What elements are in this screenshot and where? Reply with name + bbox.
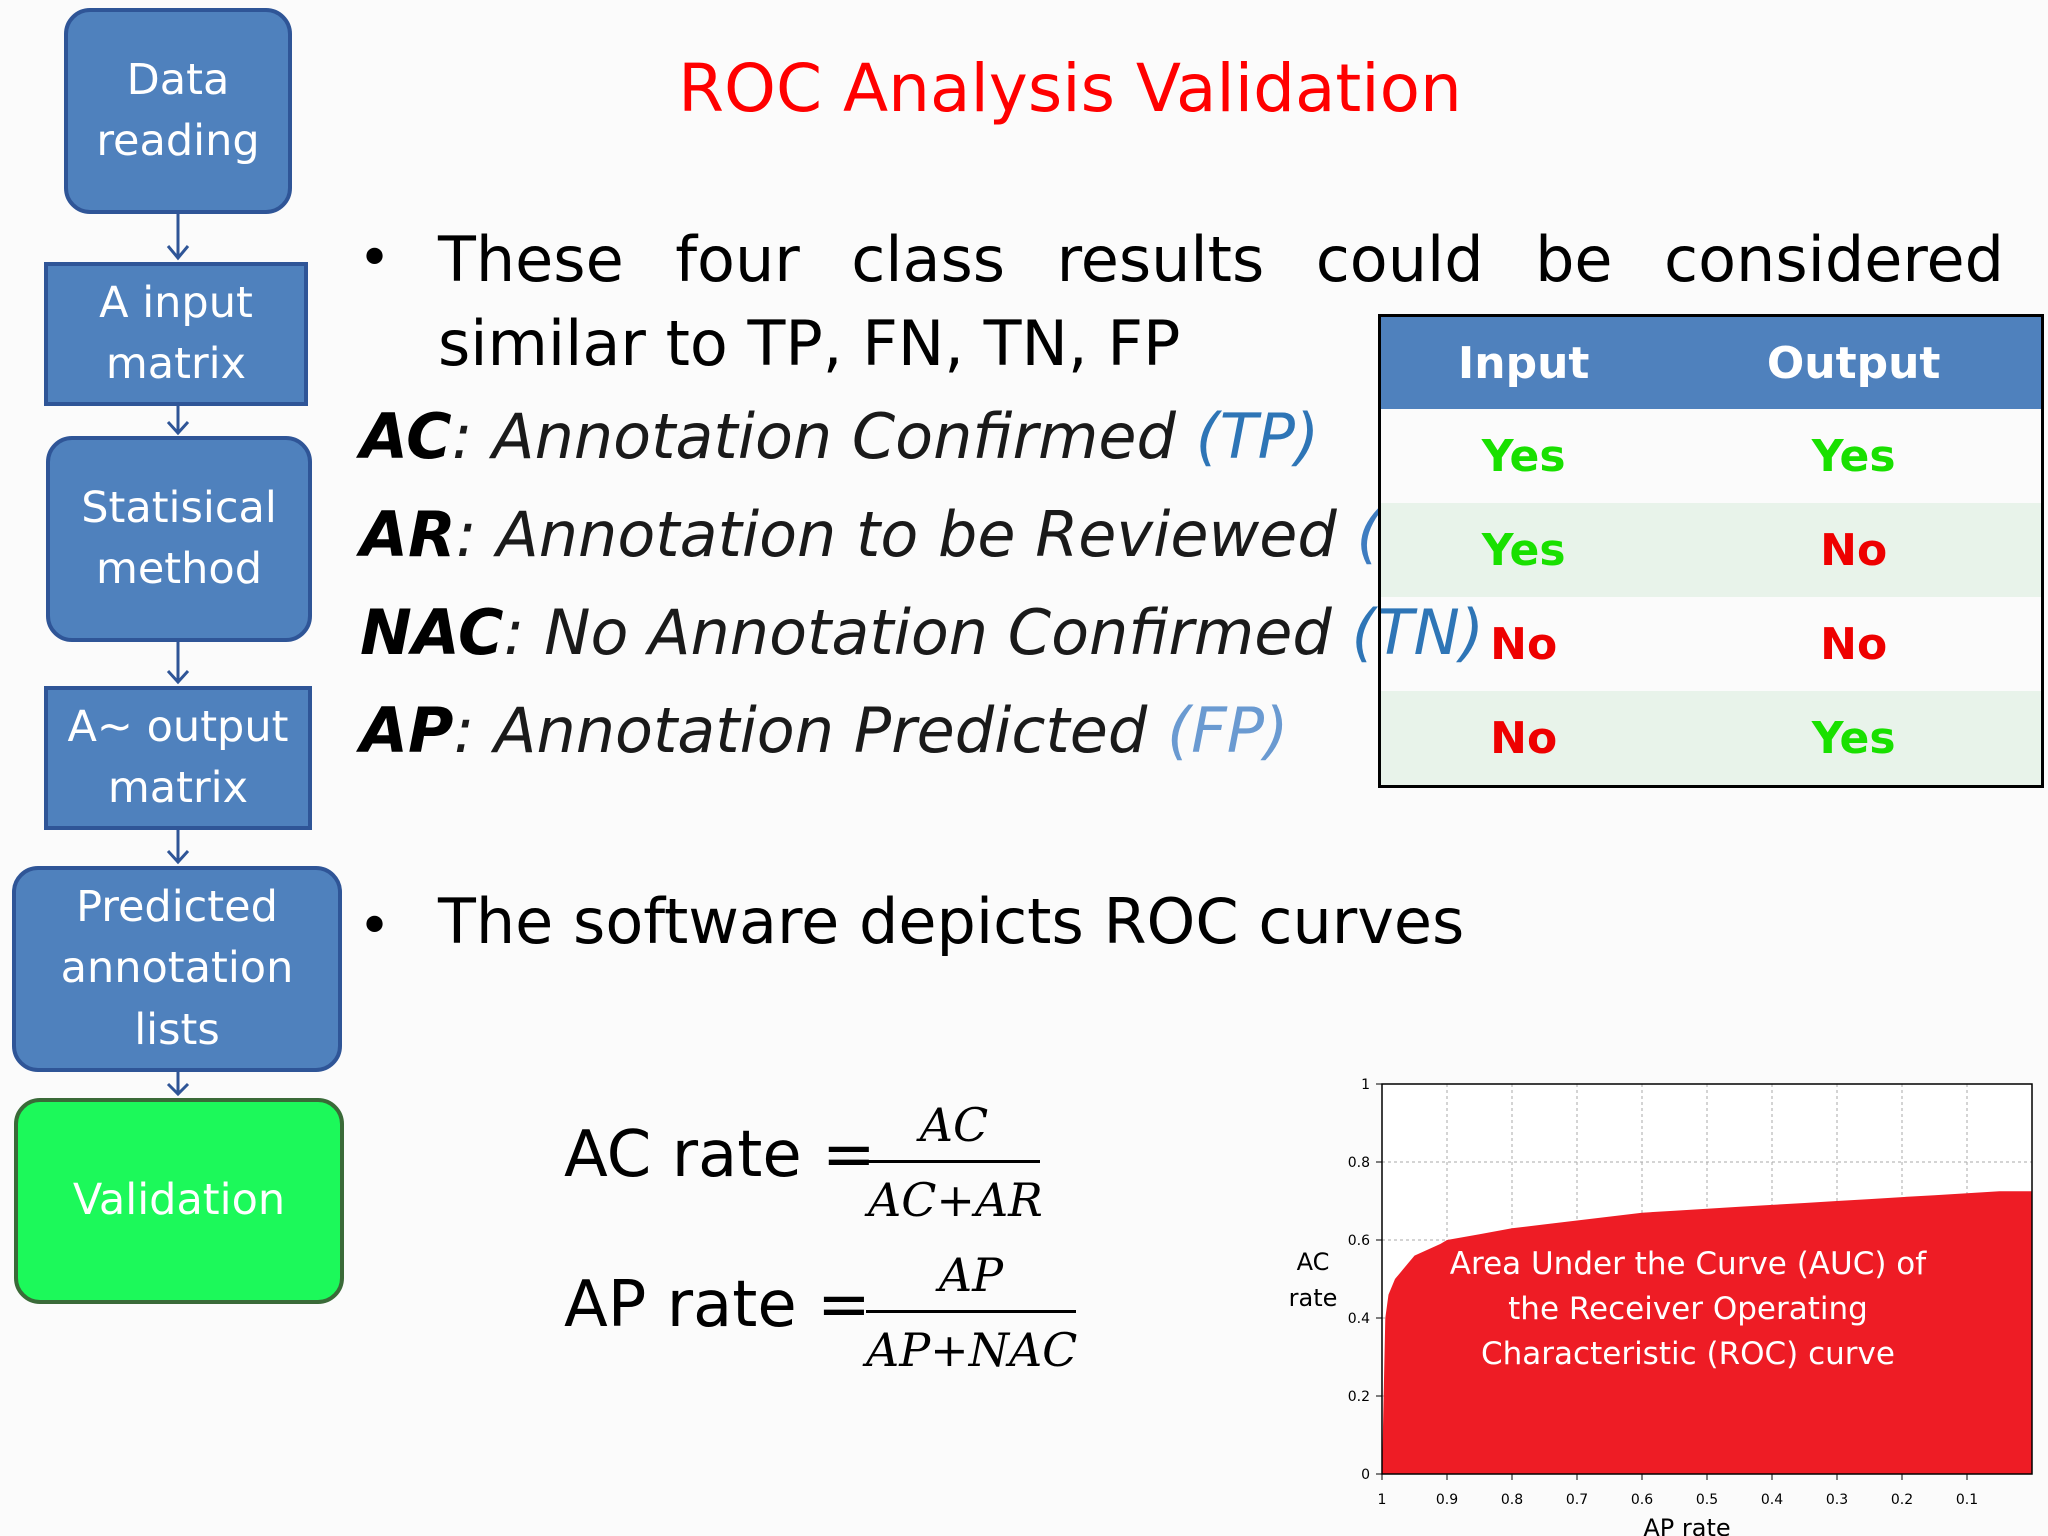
bullet-mark: • bbox=[358, 226, 392, 291]
x-tick-label: 0.2 bbox=[1891, 1492, 1913, 1508]
definition-text: : Annotation Confirmed bbox=[451, 400, 1196, 473]
definition-abbr: NAC bbox=[360, 596, 504, 669]
y-tick-label: 0.8 bbox=[1348, 1155, 1370, 1171]
definition-abbr: AR bbox=[360, 498, 456, 571]
x-tick-label: 0.3 bbox=[1826, 1492, 1848, 1508]
x-tick-label: 0.1 bbox=[1956, 1492, 1978, 1508]
flow-step-validation: Validation bbox=[14, 1098, 344, 1304]
chart-ylabel: AC rate bbox=[1288, 1248, 1338, 1312]
flow-step-statistical-method: Statisical method bbox=[46, 436, 312, 642]
y-tick-label: 0.2 bbox=[1348, 1389, 1370, 1405]
bullet-text-roc: The software depicts ROC curves bbox=[438, 885, 1465, 958]
table-row: Yes Yes bbox=[1380, 409, 2043, 503]
flow-arrow bbox=[166, 830, 190, 865]
table-row: Yes No bbox=[1379, 503, 2043, 597]
flow-step-data-reading: Data reading bbox=[64, 8, 292, 214]
table-cell: Yes bbox=[1666, 691, 2043, 787]
x-tick-label: 0.9 bbox=[1436, 1492, 1458, 1508]
bullet-mark: • bbox=[358, 894, 392, 959]
formula-numerator: AP bbox=[866, 1248, 1076, 1313]
formula-ap-rate-fraction: AP AP+NAC bbox=[866, 1248, 1078, 1377]
table-cell: No bbox=[1379, 691, 1667, 787]
table-cell: Yes bbox=[1811, 430, 1896, 482]
table-header-row: Input Output bbox=[1379, 315, 2043, 409]
formula-denominator: AP+NAC bbox=[866, 1323, 1078, 1377]
flow-arrow bbox=[166, 406, 190, 436]
table-cell: No bbox=[1490, 618, 1558, 670]
formula-numerator: AC bbox=[868, 1098, 1040, 1163]
y-tick-label: 0.6 bbox=[1348, 1233, 1370, 1249]
flow-arrow bbox=[166, 1072, 190, 1097]
input-output-table: Input Output Yes Yes Yes No No No No Yes bbox=[1378, 314, 2044, 788]
formula-label: AC rate bbox=[564, 1118, 802, 1192]
roc-chart: 1 0.9 0.8 0.7 0.6 0.5 0.4 0.3 0.2 0.1 0 0.2 0.4 0.6 0.… bbox=[1348, 1077, 2033, 1536]
flow-step-predicted-annotation-lists: Predicted annotation lists bbox=[12, 866, 342, 1072]
formula-equals: = bbox=[817, 1268, 871, 1342]
definition-text: : No Annotation Confirmed bbox=[503, 596, 1352, 669]
definition-tag: (FP) bbox=[1166, 694, 1289, 767]
flow-step-label: A~ output matrix bbox=[67, 701, 289, 813]
y-tick-label: 0.4 bbox=[1348, 1311, 1370, 1327]
flow-step-input-matrix: A input matrix bbox=[44, 262, 308, 406]
formula-denominator: AC+AR bbox=[868, 1173, 1043, 1227]
auc-annotation-text: Area Under the Curve (AUC) of the Receiv… bbox=[1449, 1246, 1927, 1372]
definition-ap: AP: Annotation Predicted (FP) bbox=[360, 694, 1288, 767]
definition-ac: AC: Annotation Confirmed (TP) bbox=[360, 400, 1319, 473]
x-tick-label: 0.7 bbox=[1566, 1492, 1588, 1508]
definition-text: : Annotation Predicted bbox=[453, 694, 1167, 767]
y-tick-label: 0 bbox=[1361, 1467, 1370, 1483]
table-cell: Yes bbox=[1481, 430, 1566, 482]
slide-title: ROC Analysis Validation bbox=[678, 50, 1462, 127]
auc-annotation: Area Under the Curve (AUC) of the Receiv… bbox=[1448, 1242, 1928, 1377]
flow-step-output-matrix: A~ output matrix bbox=[44, 686, 312, 830]
bullet-text-class-results: These four class results could be consid… bbox=[438, 223, 2004, 380]
flow-step-label: Predicted annotation lists bbox=[60, 882, 294, 1055]
auc-area bbox=[1382, 1191, 2032, 1474]
definition-tag: (TN) bbox=[1351, 596, 1485, 669]
x-tick-label: 0.4 bbox=[1761, 1492, 1783, 1508]
definition-nac: NAC: No Annotation Confirmed (TN) bbox=[360, 596, 1484, 669]
x-tick-label: 1 bbox=[1378, 1492, 1387, 1508]
flow-step-label: Data reading bbox=[96, 54, 260, 166]
definition-abbr: AP bbox=[360, 694, 454, 767]
flow-step-label: A input matrix bbox=[99, 277, 253, 389]
table-header-output: Output bbox=[1666, 315, 2043, 409]
y-tick-label: 1 bbox=[1361, 1077, 1370, 1093]
chart-xlabel: AP rate bbox=[1643, 1514, 1730, 1536]
table-cell: Yes bbox=[1379, 503, 1667, 597]
formula-ac-rate-lhs: AC rate = bbox=[564, 1118, 876, 1192]
table-header-input: Input bbox=[1379, 315, 1667, 409]
formula-ac-rate-fraction: AC AC+AR bbox=[868, 1098, 1043, 1227]
x-tick-label: 0.8 bbox=[1501, 1492, 1523, 1508]
definition-tag: (TP) bbox=[1195, 400, 1320, 473]
definition-abbr: AC bbox=[360, 400, 452, 473]
definition-ar: AR: Annotation to be Reviewed (FN) bbox=[360, 498, 1487, 571]
formula-ap-rate-lhs: AP rate = bbox=[564, 1268, 871, 1342]
definition-text: : Annotation to be Reviewed bbox=[455, 498, 1357, 571]
formula-label: AP rate bbox=[564, 1268, 797, 1342]
table-cell: No bbox=[1666, 503, 2043, 597]
table-row: No Yes bbox=[1379, 691, 2043, 787]
table-row: No No bbox=[1380, 597, 2043, 691]
flow-arrow bbox=[166, 642, 190, 685]
x-tick-label: 0.5 bbox=[1696, 1492, 1718, 1508]
table-cell: No bbox=[1820, 618, 1888, 670]
flow-step-label: Validation bbox=[72, 1175, 286, 1226]
formula-equals: = bbox=[822, 1118, 876, 1192]
flow-arrow bbox=[166, 214, 190, 261]
x-tick-label: 0.6 bbox=[1631, 1492, 1653, 1508]
flow-step-label: Statisical method bbox=[81, 482, 277, 594]
